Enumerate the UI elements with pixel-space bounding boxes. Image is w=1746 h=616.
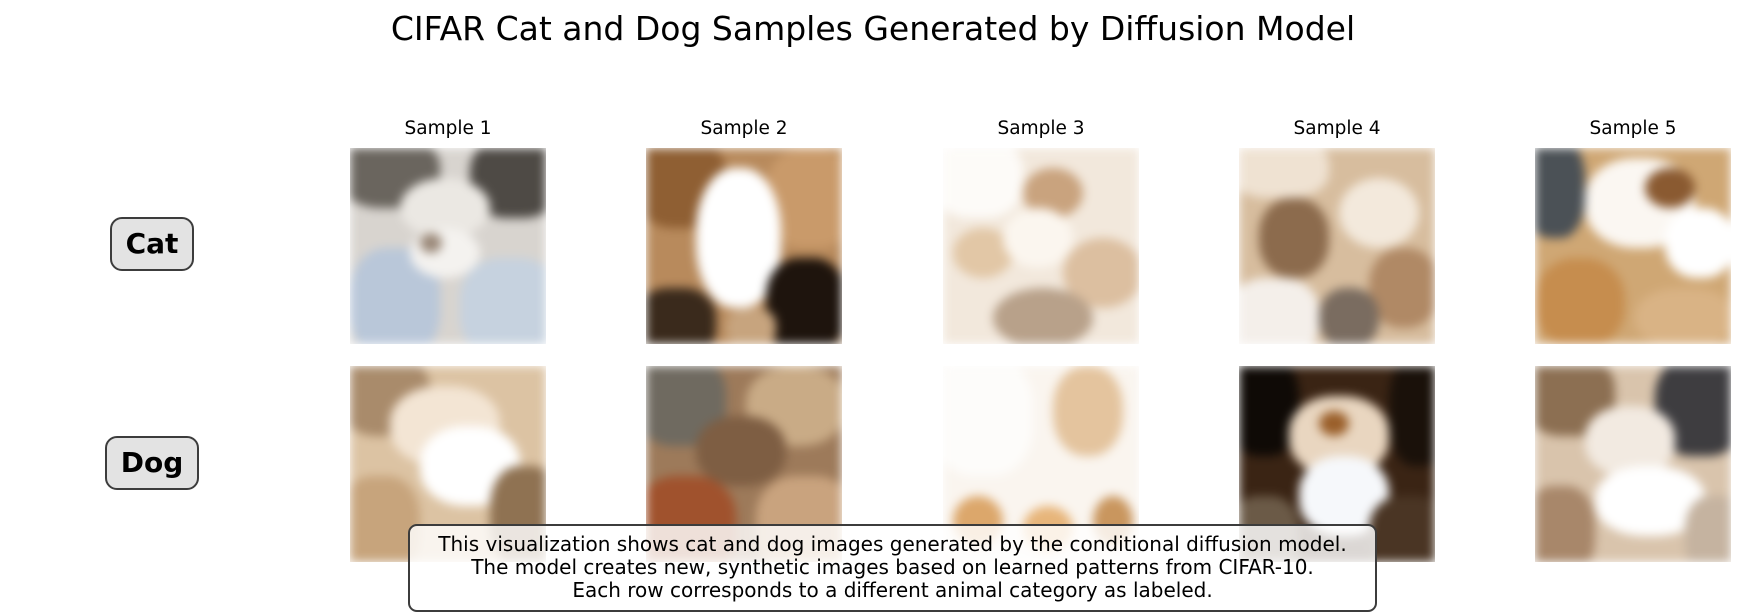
column-label-sample-1: Sample 1 (404, 118, 492, 139)
cat-sample-3-image (943, 148, 1139, 344)
caption-line-1: This visualization shows cat and dog ima… (438, 532, 1347, 556)
caption-line-2: The model creates new, synthetic images … (471, 555, 1314, 579)
column-label-sample-4: Sample 4 (1293, 118, 1381, 139)
cat-sample-5-image (1535, 148, 1731, 344)
cat-sample-4-image (1239, 148, 1435, 344)
cat-sample-2-image (646, 148, 842, 344)
dog-sample-5-image (1535, 366, 1731, 562)
column-label-sample-3: Sample 3 (997, 118, 1085, 139)
caption-line-3: Each row corresponds to a different anim… (572, 578, 1213, 602)
row-label-cat: Cat (110, 217, 194, 271)
dog-sample-2-image (646, 366, 842, 562)
dog-sample-1-image (350, 366, 546, 562)
cat-sample-1-image (350, 148, 546, 344)
column-label-sample-2: Sample 2 (700, 118, 788, 139)
row-label-dog: Dog (105, 436, 199, 490)
column-label-sample-5: Sample 5 (1589, 118, 1677, 139)
figure-title: CIFAR Cat and Dog Samples Generated by D… (390, 9, 1356, 48)
caption-box: This visualization shows cat and dog ima… (408, 524, 1377, 612)
